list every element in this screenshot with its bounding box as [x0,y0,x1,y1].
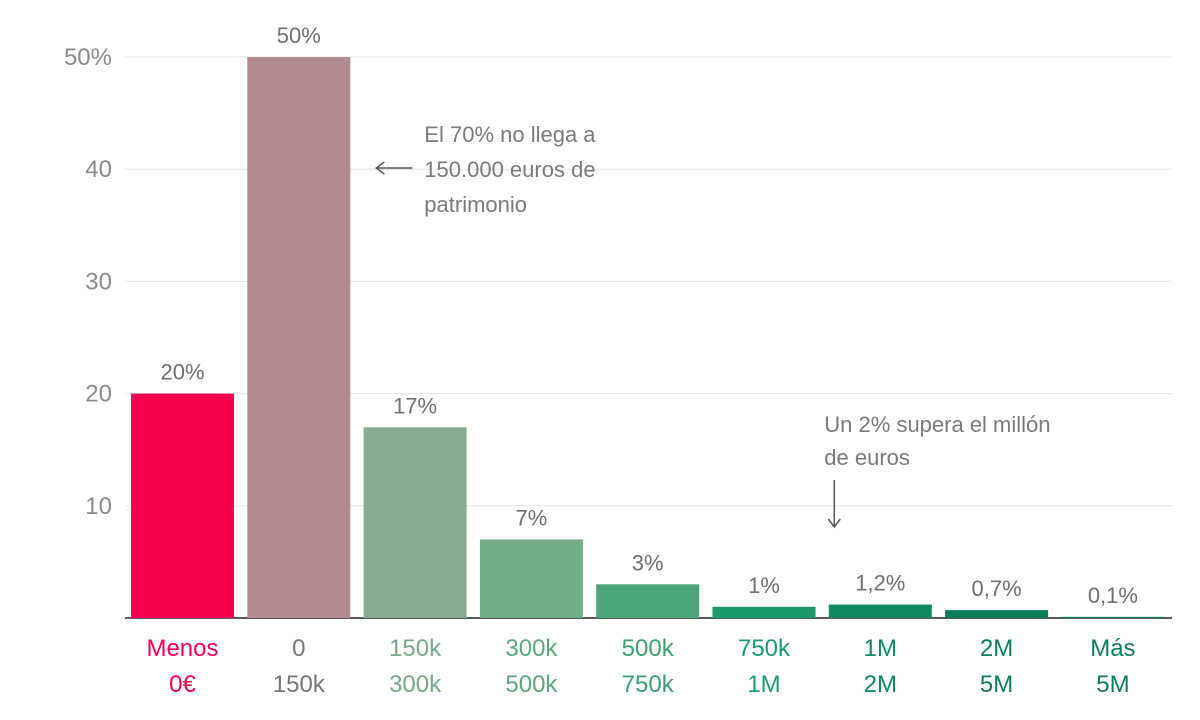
bar [479,539,583,618]
x-tick-label: 150k [389,635,442,662]
annotation-layer: El 70% no llega a 150.000 euros de patrimo… [375,122,1051,529]
bar [712,606,816,618]
bar [363,427,467,618]
data-label: 1,2% [855,571,905,596]
x-tick-label: 5M [980,671,1013,698]
annotation-text: de euros [824,445,910,470]
data-label: 50% [277,23,321,48]
data-label: 17% [393,393,437,418]
annotation-arrowhead [827,518,841,529]
data-label: 1% [748,573,780,598]
bar-layer [131,57,1165,618]
x-tick-label: 0€ [169,671,196,698]
x-tick-label: 750k [738,635,791,662]
x-tick-label: 1M [747,671,780,698]
annotation-text: El 70% no llega a [424,122,596,147]
x-tick-label: 1M [864,635,897,662]
x-tick-label: 5M [1096,671,1129,698]
bar [247,57,351,618]
x-tick-label: 150k [273,671,326,698]
x-tick-label: 2M [864,671,897,698]
x-tick-label: 2M [980,635,1013,662]
annotation-text: 150.000 euros de [424,157,595,182]
data-label: 7% [516,505,548,530]
y-tick-label: 50% [64,44,112,71]
bar [596,584,700,618]
x-tick-label: 300k [505,635,558,662]
x-tick-label: 750k [622,671,675,698]
data-label: 0,1% [1088,583,1138,608]
x-tick-label: 0 [292,635,305,662]
y-tick-label: 10 [85,493,112,520]
annotation-text: Un 2% supera el millón [824,412,1050,437]
bar [1061,616,1165,618]
data-label: 3% [632,550,664,575]
annotation-arrowhead [375,161,385,175]
bar [945,610,1049,618]
label-layer: 20% Menos 0€ 50% 0 150k 17% 150k 300k 7% 300k 500k 3… [146,23,1138,698]
annotation-text: patrimonio [424,192,527,217]
y-tick-label: 30 [85,268,112,295]
y-tick-label: 20 [85,381,112,408]
bar [828,604,932,618]
x-tick-label: Menos [146,635,218,662]
data-label: 20% [160,360,204,385]
x-tick-label: Más [1090,635,1135,662]
x-tick-label: 500k [505,671,558,698]
bar [131,393,234,618]
x-tick-label: 300k [389,671,442,698]
y-tick-label: 40 [85,156,112,183]
data-label: 0,7% [972,576,1022,601]
x-tick-label: 500k [622,635,675,662]
